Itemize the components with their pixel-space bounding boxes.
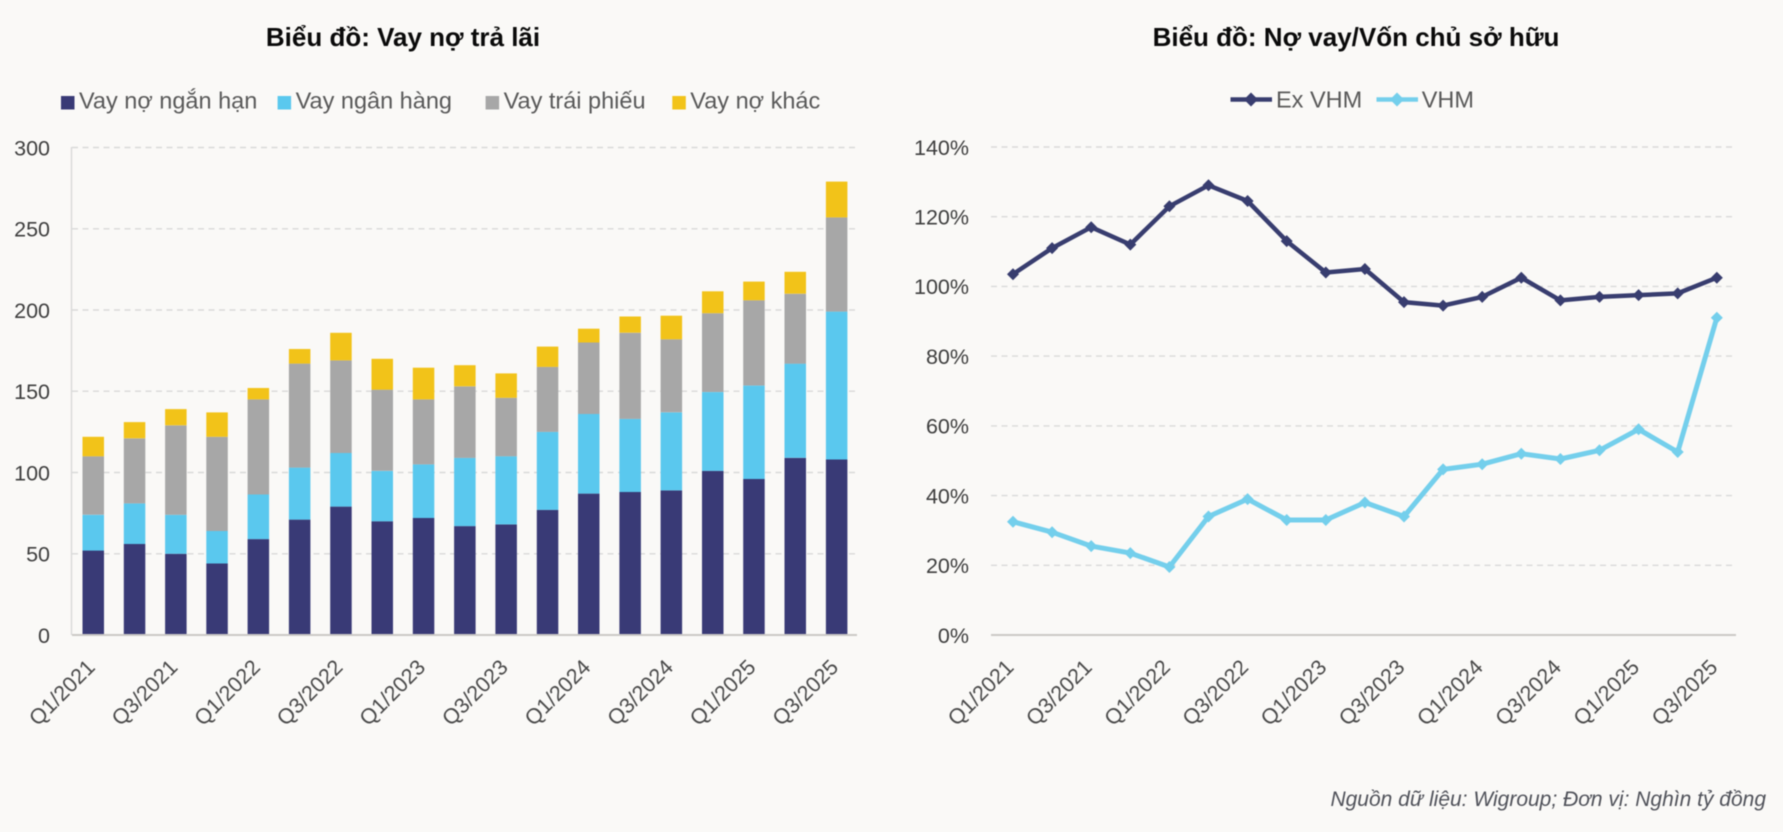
svg-text:Biểu đồ: Vay nợ trả lãi: Biểu đồ: Vay nợ trả lãi — [266, 22, 540, 52]
svg-text:150: 150 — [14, 380, 50, 404]
svg-text:Vay nợ ngắn hạn: Vay nợ ngắn hạn — [79, 88, 257, 114]
svg-text:120%: 120% — [914, 206, 969, 230]
svg-text:250: 250 — [14, 218, 50, 242]
svg-text:Vay ngân hàng: Vay ngân hàng — [296, 88, 452, 114]
svg-text:300: 300 — [14, 136, 50, 160]
svg-text:140%: 140% — [914, 136, 969, 160]
svg-text:Ex VHM: Ex VHM — [1276, 87, 1362, 113]
svg-text:100%: 100% — [914, 275, 969, 299]
svg-text:200: 200 — [14, 299, 50, 323]
svg-text:VHM: VHM — [1422, 87, 1474, 113]
svg-text:Vay nợ khác: Vay nợ khác — [690, 88, 820, 114]
svg-text:100: 100 — [14, 461, 50, 485]
svg-text:80%: 80% — [926, 345, 969, 369]
svg-text:Vay trái phiếu: Vay trái phiếu — [504, 88, 646, 114]
svg-text:Nguồn dữ liệu: Wigroup; Đơn vị: Nguồn dữ liệu: Wigroup; Đơn vị: Nghìn tỷ… — [1330, 788, 1766, 811]
svg-text:20%: 20% — [926, 554, 969, 578]
svg-text:Biểu đồ: Nợ vay/Vốn chủ sở hữu: Biểu đồ: Nợ vay/Vốn chủ sở hữu — [1153, 22, 1560, 52]
svg-text:50: 50 — [26, 543, 50, 567]
svg-text:60%: 60% — [926, 415, 969, 439]
svg-text:0: 0 — [38, 624, 50, 648]
svg-text:40%: 40% — [926, 484, 969, 508]
svg-text:0%: 0% — [938, 624, 969, 648]
